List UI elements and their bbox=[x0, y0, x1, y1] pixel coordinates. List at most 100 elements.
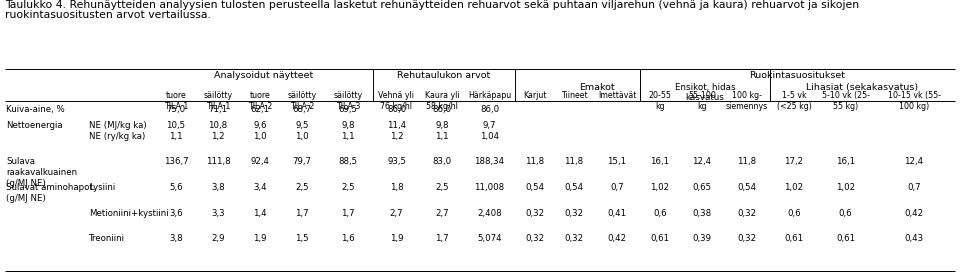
Text: 17,2: 17,2 bbox=[784, 157, 804, 166]
Text: 0,54: 0,54 bbox=[564, 183, 584, 192]
Text: 20-55
kg: 20-55 kg bbox=[649, 91, 671, 111]
Text: 0,42: 0,42 bbox=[608, 234, 627, 243]
Text: 12,4: 12,4 bbox=[904, 157, 924, 166]
Text: 1,02: 1,02 bbox=[784, 183, 804, 192]
Text: NE (ry/kg ka): NE (ry/kg ka) bbox=[89, 132, 145, 141]
Text: 9,8: 9,8 bbox=[341, 121, 355, 130]
Text: 10-15 vk (55-
100 kg): 10-15 vk (55- 100 kg) bbox=[887, 91, 941, 111]
Text: 2,5: 2,5 bbox=[341, 183, 355, 192]
Text: 1,9: 1,9 bbox=[253, 234, 267, 243]
Text: 5,6: 5,6 bbox=[169, 183, 182, 192]
Text: säilötty
TILA 3: säilötty TILA 3 bbox=[333, 91, 363, 111]
Text: 1,04: 1,04 bbox=[480, 132, 499, 141]
Text: Kuiva-aine, %: Kuiva-aine, % bbox=[6, 105, 64, 114]
Text: 0,39: 0,39 bbox=[692, 234, 711, 243]
Text: 0,54: 0,54 bbox=[737, 183, 756, 192]
Text: 0,54: 0,54 bbox=[525, 183, 544, 192]
Text: 0,32: 0,32 bbox=[737, 209, 756, 218]
Text: 2,5: 2,5 bbox=[295, 183, 309, 192]
Text: 1,1: 1,1 bbox=[435, 132, 449, 141]
Text: 11,8: 11,8 bbox=[737, 157, 756, 166]
Text: 1-5 vk
(<25 kg): 1-5 vk (<25 kg) bbox=[777, 91, 811, 111]
Text: 1,0: 1,0 bbox=[295, 132, 309, 141]
Text: 1,0: 1,0 bbox=[253, 132, 267, 141]
Text: 12,4: 12,4 bbox=[692, 157, 711, 166]
Text: Taulukko 4. Rehunäytteiden analyysien tulosten perusteella lasketut rehunäytteid: Taulukko 4. Rehunäytteiden analyysien tu… bbox=[5, 0, 859, 10]
Text: 71,1: 71,1 bbox=[208, 105, 228, 114]
Text: 0,7: 0,7 bbox=[907, 183, 921, 192]
Text: 79,7: 79,7 bbox=[293, 157, 311, 166]
Text: 0,32: 0,32 bbox=[564, 209, 584, 218]
Text: 86,0: 86,0 bbox=[480, 105, 499, 114]
Text: 0,32: 0,32 bbox=[564, 234, 584, 243]
Text: 1,2: 1,2 bbox=[211, 132, 225, 141]
Text: 1,9: 1,9 bbox=[390, 234, 403, 243]
Text: 86,0: 86,0 bbox=[432, 105, 451, 114]
Text: 1,7: 1,7 bbox=[295, 209, 309, 218]
Text: 16,1: 16,1 bbox=[836, 157, 855, 166]
Text: Sulavat aminohapot
(g/MJ NE): Sulavat aminohapot (g/MJ NE) bbox=[6, 183, 93, 203]
Text: Ruokintasuositukset: Ruokintasuositukset bbox=[750, 71, 846, 80]
Text: Metioniini+kystiini: Metioniini+kystiini bbox=[89, 209, 169, 218]
Text: 11,008: 11,008 bbox=[474, 183, 505, 192]
Text: 1,02: 1,02 bbox=[651, 183, 669, 192]
Text: 1,5: 1,5 bbox=[295, 234, 309, 243]
Text: 0,61: 0,61 bbox=[836, 234, 855, 243]
Text: Vehnä yli
76 kg/hl: Vehnä yli 76 kg/hl bbox=[378, 91, 415, 111]
Text: Treoniini: Treoniini bbox=[89, 234, 125, 243]
Text: 111,8: 111,8 bbox=[205, 157, 230, 166]
Text: 10,5: 10,5 bbox=[166, 121, 185, 130]
Text: 9,8: 9,8 bbox=[435, 121, 448, 130]
Text: Tiineet: Tiineet bbox=[561, 91, 588, 100]
Text: 16,1: 16,1 bbox=[651, 157, 669, 166]
Text: 55-100
kg: 55-100 kg bbox=[688, 91, 716, 111]
Text: 10,8: 10,8 bbox=[208, 121, 228, 130]
Text: Härkäpapu: Härkäpapu bbox=[468, 91, 511, 100]
Text: 86,0: 86,0 bbox=[387, 105, 406, 114]
Text: 1,7: 1,7 bbox=[341, 209, 355, 218]
Text: 0,42: 0,42 bbox=[904, 209, 924, 218]
Text: 0,43: 0,43 bbox=[904, 234, 924, 243]
Text: Nettoenergia: Nettoenergia bbox=[6, 121, 62, 130]
Text: NE (MJ/kg ka): NE (MJ/kg ka) bbox=[89, 121, 147, 130]
Text: 1,4: 1,4 bbox=[253, 209, 267, 218]
Text: 0,32: 0,32 bbox=[525, 234, 544, 243]
Text: Lihasiat (sekakasvatus): Lihasiat (sekakasvatus) bbox=[806, 83, 919, 92]
Text: Kaura yli
58 kg/hl: Kaura yli 58 kg/hl bbox=[424, 91, 459, 111]
Text: 69,5: 69,5 bbox=[339, 105, 357, 114]
Text: 3,4: 3,4 bbox=[253, 183, 267, 192]
Text: Emakot: Emakot bbox=[579, 83, 614, 92]
Text: 136,7: 136,7 bbox=[164, 157, 188, 166]
Text: tuore
TILA 1: tuore TILA 1 bbox=[164, 91, 188, 111]
Text: 0,65: 0,65 bbox=[692, 183, 711, 192]
Text: Karjut: Karjut bbox=[523, 91, 546, 100]
Text: 188,34: 188,34 bbox=[474, 157, 505, 166]
Text: 1,02: 1,02 bbox=[836, 183, 855, 192]
Text: 0,6: 0,6 bbox=[787, 209, 801, 218]
Text: 15,1: 15,1 bbox=[608, 157, 627, 166]
Text: 9,5: 9,5 bbox=[296, 121, 309, 130]
Text: Imettävät: Imettävät bbox=[598, 91, 636, 100]
Text: 75,0: 75,0 bbox=[166, 105, 185, 114]
Text: 2,9: 2,9 bbox=[211, 234, 225, 243]
Text: 92,4: 92,4 bbox=[251, 157, 270, 166]
Text: 3,8: 3,8 bbox=[169, 234, 182, 243]
Text: 0,32: 0,32 bbox=[737, 234, 756, 243]
Text: 5,074: 5,074 bbox=[477, 234, 502, 243]
Text: 1,7: 1,7 bbox=[435, 234, 449, 243]
Text: 9,6: 9,6 bbox=[253, 121, 267, 130]
Text: ruokintasuositusten arvot vertailussa.: ruokintasuositusten arvot vertailussa. bbox=[5, 10, 211, 20]
Text: 0,6: 0,6 bbox=[839, 209, 852, 218]
Text: 1,2: 1,2 bbox=[390, 132, 403, 141]
Text: 9,7: 9,7 bbox=[483, 121, 496, 130]
Text: 2,7: 2,7 bbox=[435, 209, 449, 218]
Text: Rehutaulukon arvot: Rehutaulukon arvot bbox=[397, 71, 491, 80]
Text: 1,1: 1,1 bbox=[169, 132, 182, 141]
Text: 93,5: 93,5 bbox=[387, 157, 406, 166]
Text: säilötty
TILA 1: säilötty TILA 1 bbox=[204, 91, 232, 111]
Text: 88,5: 88,5 bbox=[339, 157, 357, 166]
Text: 3,8: 3,8 bbox=[211, 183, 225, 192]
Text: 2,5: 2,5 bbox=[435, 183, 449, 192]
Text: 3,3: 3,3 bbox=[211, 209, 225, 218]
Text: 1,1: 1,1 bbox=[341, 132, 355, 141]
